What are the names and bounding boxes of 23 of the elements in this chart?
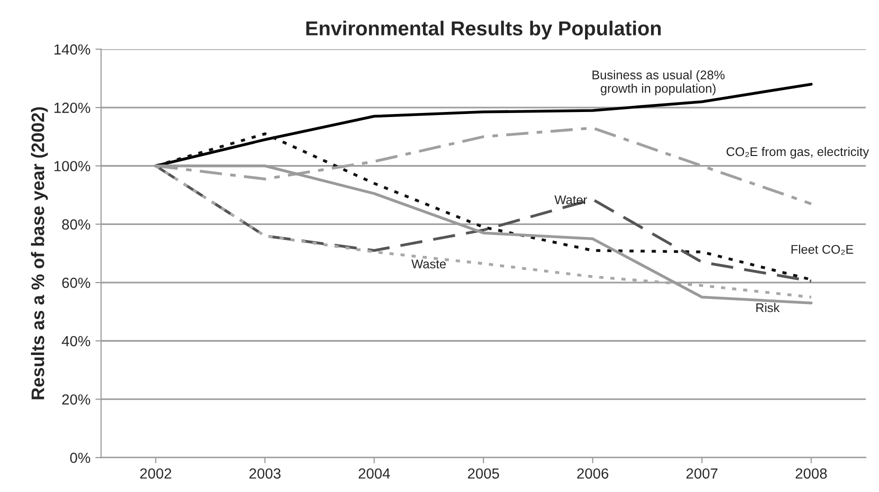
x-tick-label: 2003 (249, 468, 281, 479)
series-label: Fleet CO₂E (792, 244, 854, 255)
x-tick-label: 2008 (796, 468, 827, 479)
y-tick-label: 0% (70, 452, 90, 463)
x-tick-label: 2007 (686, 468, 718, 479)
series-label: Risk (756, 302, 780, 312)
y-tick-label: 100% (54, 160, 90, 172)
x-tick-label: 2005 (468, 468, 500, 479)
series-label: Water (554, 196, 588, 204)
y-tick-label: 80% (62, 219, 90, 230)
y-axis-title: Results as a % of base year (2002) (30, 107, 48, 400)
y-tick-label: 20% (62, 394, 90, 405)
y-tick-label: 40% (62, 336, 90, 346)
series-label: Waste (411, 260, 446, 268)
y-tick-label: 120% (54, 102, 90, 113)
y-tick-label: 60% (62, 278, 90, 288)
y-tick-label: 140% (54, 44, 90, 55)
chart-title: Environmental Results by Population (306, 20, 661, 40)
x-tick-label: 2002 (140, 468, 172, 479)
x-tick-label: 2006 (577, 468, 608, 479)
series-label: CO₂E from gas, electricity (726, 146, 870, 159)
series-label: Business as usual (28% growth in population) (592, 70, 725, 96)
x-tick-label: 2004 (358, 468, 390, 479)
